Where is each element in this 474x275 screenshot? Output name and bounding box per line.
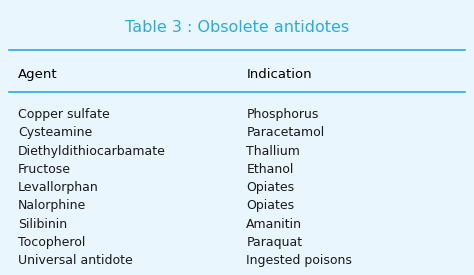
Text: Diethyldithiocarbamate: Diethyldithiocarbamate [18, 145, 166, 158]
Text: Table 3 : Obsolete antidotes: Table 3 : Obsolete antidotes [125, 20, 349, 35]
Text: Opiates: Opiates [246, 181, 294, 194]
Text: Agent: Agent [18, 68, 58, 81]
Text: Ethanol: Ethanol [246, 163, 294, 176]
Text: Levallorphan: Levallorphan [18, 181, 99, 194]
Text: Copper sulfate: Copper sulfate [18, 108, 110, 121]
Text: Opiates: Opiates [246, 199, 294, 212]
Text: Silibinin: Silibinin [18, 218, 67, 230]
Text: Ingested poisons: Ingested poisons [246, 254, 352, 267]
Text: Fructose: Fructose [18, 163, 71, 176]
Text: Amanitin: Amanitin [246, 218, 302, 230]
Text: Cysteamine: Cysteamine [18, 126, 92, 139]
Text: Nalorphine: Nalorphine [18, 199, 86, 212]
Text: Thallium: Thallium [246, 145, 300, 158]
Text: Paraquat: Paraquat [246, 236, 302, 249]
Text: Paracetamol: Paracetamol [246, 126, 325, 139]
Text: Phosphorus: Phosphorus [246, 108, 319, 121]
Text: Indication: Indication [246, 68, 312, 81]
Text: Universal antidote: Universal antidote [18, 254, 133, 267]
Text: Tocopherol: Tocopherol [18, 236, 85, 249]
